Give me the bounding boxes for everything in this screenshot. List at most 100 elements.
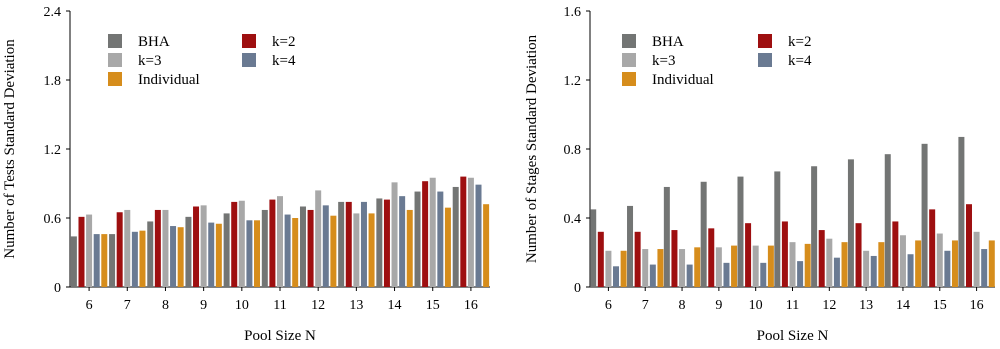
y-tick-label: 1.8 [44,74,62,89]
bar-Individual-9 [215,223,222,287]
bar-k3-6 [605,250,612,287]
bar-k3-10 [752,245,759,287]
bar-k3-14 [899,235,906,287]
bar-BHA-6 [70,236,77,287]
x-tick-label: 7 [124,298,131,313]
bar-Individual-11 [804,243,811,287]
bar-k3-12 [826,238,833,287]
y-tick-label: 0.6 [44,212,62,227]
chart-panel-2: 0 0.4 0.8 1.2 1.6 6 7 8 9 10 11 12 13 14 15 16 Pool Size… [524,5,995,344]
bar-Individual-10 [767,245,774,287]
bar-k2-9 [193,206,200,287]
bar-Individual-10 [254,220,261,287]
bar-k2-15 [422,181,429,287]
y-axis-label: Number of Stages Standard Deviation [524,34,540,263]
bar-BHA-16 [452,186,459,287]
legend-label-BHA: BHA [652,34,684,50]
bar-k3-16 [467,177,474,287]
bar-k2-12 [818,230,825,287]
bar-BHA-16 [958,136,965,287]
legend-swatch-k2 [758,34,772,48]
legend-swatch-k3 [622,53,636,67]
bar-k4-11 [284,214,291,287]
legend-swatch-k2 [242,34,256,48]
legend-swatch-BHA [108,34,122,48]
bar-BHA-9 [700,181,707,287]
x-tick-label: 16 [464,298,478,313]
x-tick-label: 8 [679,298,686,313]
y-tick-label: 1.6 [564,5,582,20]
legend-label-Individual: Individual [138,72,200,88]
bar-Individual-7 [657,249,664,287]
bar-k2-7 [634,231,641,287]
bar-k3-15 [936,233,943,287]
bar-k2-14 [892,221,899,287]
bar-k4-13 [870,255,877,287]
x-tick-label: 14 [896,298,910,313]
bar-k2-14 [383,199,390,287]
bar-k4-16 [475,184,482,287]
bar-k3-9 [715,247,722,287]
bar-Individual-13 [878,242,885,287]
legend-swatch-k3 [108,53,122,67]
legend-label-k3: k=3 [652,53,675,69]
bar-BHA-10 [737,176,744,287]
bar-k4-15 [437,191,444,287]
y-tick-label: 1.2 [44,143,62,158]
x-tick-label: 9 [200,298,207,313]
bar-k3-16 [973,231,980,287]
legend-label-k3: k=3 [138,53,161,69]
legend-label-k4: k=4 [272,53,296,69]
bar-k2-6 [78,216,85,287]
legend-swatch-BHA [622,34,636,48]
bar-k2-10 [745,223,752,287]
bar-k4-9 [723,262,730,287]
bar-Individual-15 [444,207,451,287]
bar-k4-11 [797,261,804,287]
legend-label-k2: k=2 [272,34,295,50]
bar-k3-13 [863,250,870,287]
bar-k4-12 [322,205,329,287]
x-tick-label: 6 [86,298,93,313]
legend-label-BHA: BHA [138,34,170,50]
bar-k4-15 [944,250,951,287]
bar-k2-13 [855,223,862,287]
legend-label-k4: k=4 [788,53,812,69]
legend-swatch-k4 [242,53,256,67]
bar-BHA-12 [811,166,818,287]
bar-BHA-15 [921,143,928,287]
x-tick-label: 13 [859,298,873,313]
bar-Individual-8 [177,227,184,287]
bar-Individual-6 [620,250,627,287]
bar-Individual-6 [101,234,108,287]
bar-k2-16 [460,176,467,287]
x-tick-label: 13 [349,298,363,313]
bar-Individual-14 [406,209,413,287]
bar-k4-7 [131,231,138,287]
bar-k4-8 [686,264,693,287]
bar-k3-15 [429,177,436,287]
legend-swatch-Individual [108,72,122,86]
legend-label-k2: k=2 [788,34,811,50]
bar-BHA-11 [261,209,268,287]
bar-k3-9 [200,205,207,287]
x-axis-label: Pool Size N [757,328,829,344]
bar-k3-11 [789,242,796,287]
y-tick-label: 0.4 [564,212,582,227]
bar-k2-13 [345,201,352,287]
bar-k4-12 [833,257,840,287]
bar-k2-10 [231,201,238,287]
bar-k3-14 [391,182,398,287]
y-tick-label: 1.2 [564,74,582,89]
x-tick-label: 15 [426,298,440,313]
bar-k4-10 [246,220,253,287]
x-tick-label: 12 [822,298,836,313]
bar-k4-8 [170,226,177,287]
bar-BHA-7 [109,234,116,287]
bar-k4-6 [613,266,620,287]
y-tick-label: 0.8 [564,143,582,158]
bar-BHA-8 [147,221,154,287]
bar-k3-12 [315,190,322,287]
legend: BHA k=3 Individual k=2 k=4 [622,34,812,88]
bar-BHA-13 [847,159,854,287]
